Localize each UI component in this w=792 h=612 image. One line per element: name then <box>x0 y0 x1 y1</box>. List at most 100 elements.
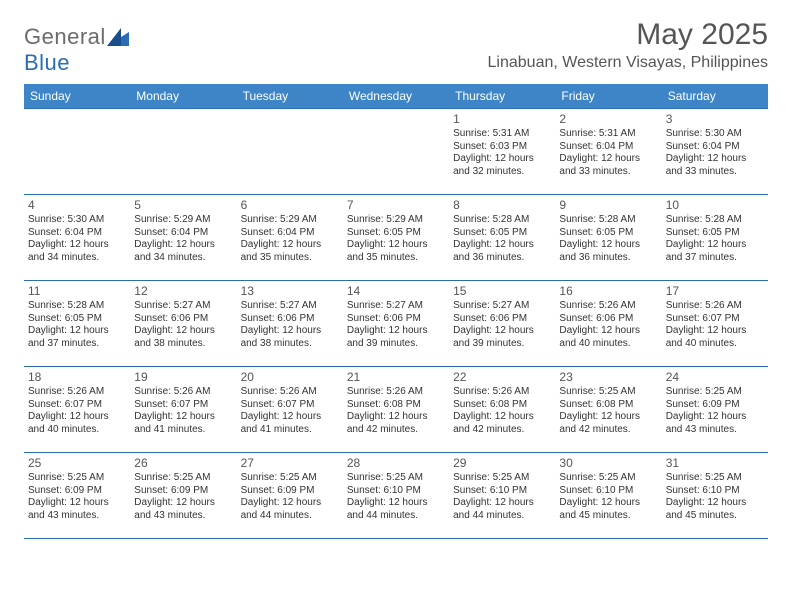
daylight-line: Daylight: 12 hours and 44 minutes. <box>453 497 551 522</box>
sunrise-line: Sunrise: 5:26 AM <box>347 386 445 399</box>
sunset-line: Sunset: 6:06 PM <box>453 313 551 326</box>
day-number: 31 <box>666 456 764 470</box>
calendar-week-row: 25Sunrise: 5:25 AMSunset: 6:09 PMDayligh… <box>24 453 768 539</box>
logo-mark-icon <box>107 26 129 44</box>
sunrise-line: Sunrise: 5:25 AM <box>559 472 657 485</box>
daylight-line: Daylight: 12 hours and 44 minutes. <box>347 497 445 522</box>
sunset-line: Sunset: 6:08 PM <box>559 399 657 412</box>
day-number: 20 <box>241 370 339 384</box>
calendar-page: General Blue May 2025 Linabuan, Western … <box>0 0 792 549</box>
day-number: 27 <box>241 456 339 470</box>
calendar-day-cell: 29Sunrise: 5:25 AMSunset: 6:10 PMDayligh… <box>449 453 555 539</box>
weekday-header: Thursday <box>449 84 555 109</box>
day-number: 1 <box>453 112 551 126</box>
day-number: 5 <box>134 198 232 212</box>
daylight-line: Daylight: 12 hours and 43 minutes. <box>134 497 232 522</box>
daylight-line: Daylight: 12 hours and 45 minutes. <box>559 497 657 522</box>
daylight-line: Daylight: 12 hours and 41 minutes. <box>134 411 232 436</box>
day-number: 11 <box>28 284 126 298</box>
calendar-day-cell: 24Sunrise: 5:25 AMSunset: 6:09 PMDayligh… <box>662 367 768 453</box>
sunrise-line: Sunrise: 5:26 AM <box>666 300 764 313</box>
weekday-header: Friday <box>555 84 661 109</box>
calendar-empty-cell <box>237 109 343 195</box>
daylight-line: Daylight: 12 hours and 43 minutes. <box>28 497 126 522</box>
sunset-line: Sunset: 6:05 PM <box>453 227 551 240</box>
sunset-line: Sunset: 6:04 PM <box>559 141 657 154</box>
daylight-line: Daylight: 12 hours and 38 minutes. <box>134 325 232 350</box>
sunrise-line: Sunrise: 5:25 AM <box>559 386 657 399</box>
sunrise-line: Sunrise: 5:26 AM <box>134 386 232 399</box>
calendar-day-cell: 21Sunrise: 5:26 AMSunset: 6:08 PMDayligh… <box>343 367 449 453</box>
sunset-line: Sunset: 6:10 PM <box>347 485 445 498</box>
day-number: 19 <box>134 370 232 384</box>
sunrise-line: Sunrise: 5:27 AM <box>241 300 339 313</box>
daylight-line: Daylight: 12 hours and 40 minutes. <box>559 325 657 350</box>
sunset-line: Sunset: 6:09 PM <box>134 485 232 498</box>
sunrise-line: Sunrise: 5:30 AM <box>666 128 764 141</box>
calendar-day-cell: 1Sunrise: 5:31 AMSunset: 6:03 PMDaylight… <box>449 109 555 195</box>
sunrise-line: Sunrise: 5:25 AM <box>666 386 764 399</box>
sunset-line: Sunset: 6:09 PM <box>28 485 126 498</box>
sunrise-line: Sunrise: 5:29 AM <box>134 214 232 227</box>
sunset-line: Sunset: 6:07 PM <box>28 399 126 412</box>
sunset-line: Sunset: 6:10 PM <box>559 485 657 498</box>
sunrise-line: Sunrise: 5:27 AM <box>134 300 232 313</box>
logo-word1: General <box>24 24 106 49</box>
sunset-line: Sunset: 6:06 PM <box>134 313 232 326</box>
day-number: 28 <box>347 456 445 470</box>
daylight-line: Daylight: 12 hours and 42 minutes. <box>559 411 657 436</box>
weekday-header: Wednesday <box>343 84 449 109</box>
sunrise-line: Sunrise: 5:28 AM <box>453 214 551 227</box>
day-number: 15 <box>453 284 551 298</box>
calendar-day-cell: 12Sunrise: 5:27 AMSunset: 6:06 PMDayligh… <box>130 281 236 367</box>
day-number: 8 <box>453 198 551 212</box>
day-number: 18 <box>28 370 126 384</box>
daylight-line: Daylight: 12 hours and 33 minutes. <box>666 153 764 178</box>
day-number: 23 <box>559 370 657 384</box>
calendar-empty-cell <box>130 109 236 195</box>
sunset-line: Sunset: 6:06 PM <box>241 313 339 326</box>
sunrise-line: Sunrise: 5:30 AM <box>28 214 126 227</box>
calendar-day-cell: 31Sunrise: 5:25 AMSunset: 6:10 PMDayligh… <box>662 453 768 539</box>
daylight-line: Daylight: 12 hours and 32 minutes. <box>453 153 551 178</box>
sunrise-line: Sunrise: 5:27 AM <box>347 300 445 313</box>
calendar-day-cell: 3Sunrise: 5:30 AMSunset: 6:04 PMDaylight… <box>662 109 768 195</box>
daylight-line: Daylight: 12 hours and 37 minutes. <box>666 239 764 264</box>
sunrise-line: Sunrise: 5:25 AM <box>347 472 445 485</box>
month-title: May 2025 <box>488 18 768 52</box>
weekday-header-row: SundayMondayTuesdayWednesdayThursdayFrid… <box>24 84 768 109</box>
sunset-line: Sunset: 6:05 PM <box>347 227 445 240</box>
calendar-day-cell: 8 Sunrise: 5:28 AMSunset: 6:05 PMDaylight… <box>449 195 555 281</box>
calendar-day-cell: 2Sunrise: 5:31 AMSunset: 6:04 PMDaylight… <box>555 109 661 195</box>
calendar-day-cell: 25Sunrise: 5:25 AMSunset: 6:09 PMDayligh… <box>24 453 130 539</box>
daylight-line: Daylight: 12 hours and 39 minutes. <box>453 325 551 350</box>
day-number: 9 <box>559 198 657 212</box>
day-number: 7 <box>347 198 445 212</box>
daylight-line: Daylight: 12 hours and 43 minutes. <box>666 411 764 436</box>
sunrise-line: Sunrise: 5:26 AM <box>28 386 126 399</box>
daylight-line: Daylight: 12 hours and 44 minutes. <box>241 497 339 522</box>
daylight-line: Daylight: 12 hours and 40 minutes. <box>28 411 126 436</box>
sunset-line: Sunset: 6:05 PM <box>559 227 657 240</box>
sunrise-line: Sunrise: 5:31 AM <box>559 128 657 141</box>
sunrise-line: Sunrise: 5:29 AM <box>347 214 445 227</box>
sunset-line: Sunset: 6:04 PM <box>241 227 339 240</box>
calendar-day-cell: 6Sunrise: 5:29 AMSunset: 6:04 PMDaylight… <box>237 195 343 281</box>
location: Linabuan, Western Visayas, Philippines <box>488 54 768 72</box>
weekday-header: Monday <box>130 84 236 109</box>
day-number: 29 <box>453 456 551 470</box>
sunset-line: Sunset: 6:07 PM <box>134 399 232 412</box>
sunset-line: Sunset: 6:06 PM <box>559 313 657 326</box>
calendar-day-cell: 17Sunrise: 5:26 AMSunset: 6:07 PMDayligh… <box>662 281 768 367</box>
calendar-day-cell: 27Sunrise: 5:25 AMSunset: 6:09 PMDayligh… <box>237 453 343 539</box>
sunrise-line: Sunrise: 5:25 AM <box>453 472 551 485</box>
daylight-line: Daylight: 12 hours and 35 minutes. <box>241 239 339 264</box>
day-number: 30 <box>559 456 657 470</box>
daylight-line: Daylight: 12 hours and 34 minutes. <box>134 239 232 264</box>
sunrise-line: Sunrise: 5:28 AM <box>28 300 126 313</box>
calendar-day-cell: 15Sunrise: 5:27 AMSunset: 6:06 PMDayligh… <box>449 281 555 367</box>
daylight-line: Daylight: 12 hours and 40 minutes. <box>666 325 764 350</box>
daylight-line: Daylight: 12 hours and 36 minutes. <box>453 239 551 264</box>
sunset-line: Sunset: 6:07 PM <box>241 399 339 412</box>
logo-text: General Blue <box>24 24 129 76</box>
